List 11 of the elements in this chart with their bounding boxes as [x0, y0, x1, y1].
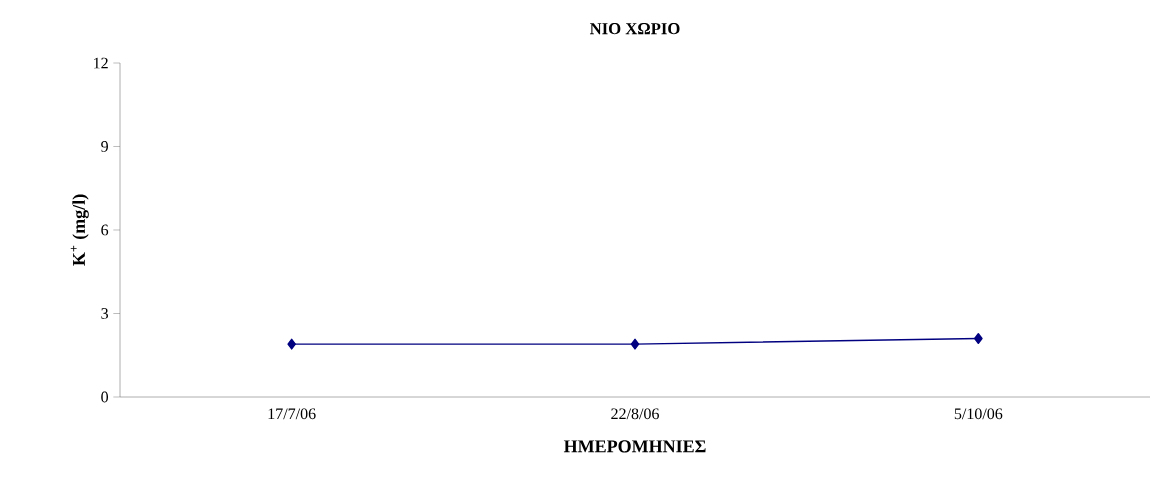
y-tick-label: 12	[94, 57, 108, 69]
y-tick-label: 0	[101, 391, 109, 403]
x-axis-title: ΗΜΕΡΟΜΗΝΙΕΣ	[563, 440, 706, 453]
y-tick-label: 3	[101, 308, 109, 319]
y-axis-title: K$^{+}$ (mg/l)	[70, 194, 89, 266]
y-tick-label: 6	[101, 224, 109, 236]
y-tick-label: 9	[101, 141, 108, 152]
chart-title: ΝΙΟ ΧΩΡΙΟ	[589, 23, 680, 35]
x-tick-label: 5/10/06	[954, 408, 1003, 420]
x-tick-label: 17/7/06	[268, 408, 316, 420]
x-tick-label: 22/8/06	[611, 408, 659, 420]
